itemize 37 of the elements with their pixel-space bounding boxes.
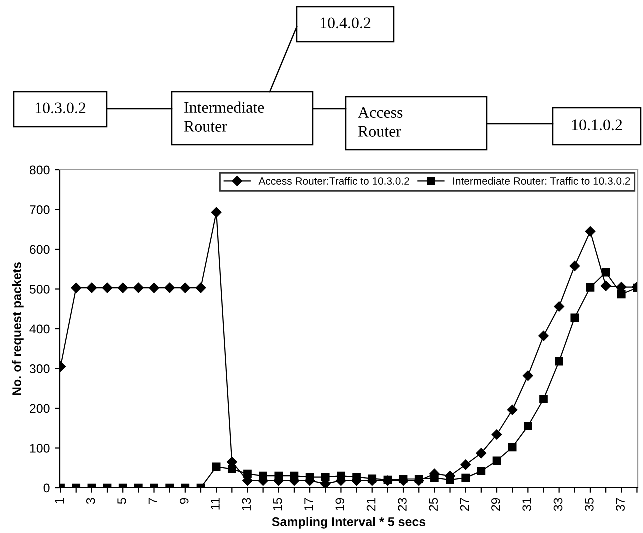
text: 10.3.0.2 bbox=[36, 102, 86, 114]
x-tick-label: 7 bbox=[148, 498, 158, 504]
x-tick-label: 9 bbox=[180, 498, 189, 504]
y-tick-label: 300 bbox=[30, 364, 50, 374]
x-tick-label: 19 bbox=[336, 498, 345, 511]
y-tick-label: 500 bbox=[30, 285, 50, 294]
x-tick-label: 31 bbox=[522, 498, 532, 512]
legend-label: Intermediate Router: Traffic to 10.3.0.2 bbox=[454, 177, 630, 185]
y-tick-label: 700 bbox=[30, 206, 50, 214]
x-tick-label: 27 bbox=[460, 498, 470, 511]
y-axis-title: No. of request packets bbox=[12, 262, 24, 396]
x-tick-label: 17 bbox=[304, 498, 314, 511]
x-tick-label: 15 bbox=[274, 498, 282, 511]
y-tick-label: 400 bbox=[30, 324, 50, 334]
x-tick-label: 3 bbox=[86, 498, 96, 504]
x-tick-label: 23 bbox=[398, 498, 407, 511]
x-tick-label: 21 bbox=[366, 498, 376, 511]
text: Access Router bbox=[358, 107, 403, 137]
x-tick-label: 25 bbox=[429, 498, 438, 511]
x-tick-label: 11 bbox=[211, 498, 220, 510]
x-axis-title: Sampling Interval * 5 secs bbox=[272, 517, 426, 529]
y-tick-label: 800 bbox=[30, 166, 50, 175]
y-tick-label: 0 bbox=[44, 484, 50, 493]
x-tick-label: 33 bbox=[554, 498, 563, 512]
x-tick-label: 37 bbox=[616, 498, 625, 512]
x-tick-label: 29 bbox=[492, 498, 500, 511]
x-tick-label: 1 bbox=[55, 498, 64, 504]
text: 10.1.0.2 bbox=[572, 120, 622, 131]
y-tick-label: 600 bbox=[30, 245, 50, 254]
x-tick-label: 35 bbox=[584, 498, 594, 512]
legend-label: Access Router:Traffic to 10.3.0.2 bbox=[258, 177, 410, 185]
y-tick-label: 100 bbox=[30, 444, 50, 453]
text: 10.4.0.2 bbox=[320, 18, 371, 29]
y-tick-label: 200 bbox=[30, 404, 50, 414]
text: Intermediate Router bbox=[184, 102, 264, 132]
x-tick-label: 5 bbox=[118, 498, 126, 504]
x-tick-label: 13 bbox=[242, 498, 252, 511]
